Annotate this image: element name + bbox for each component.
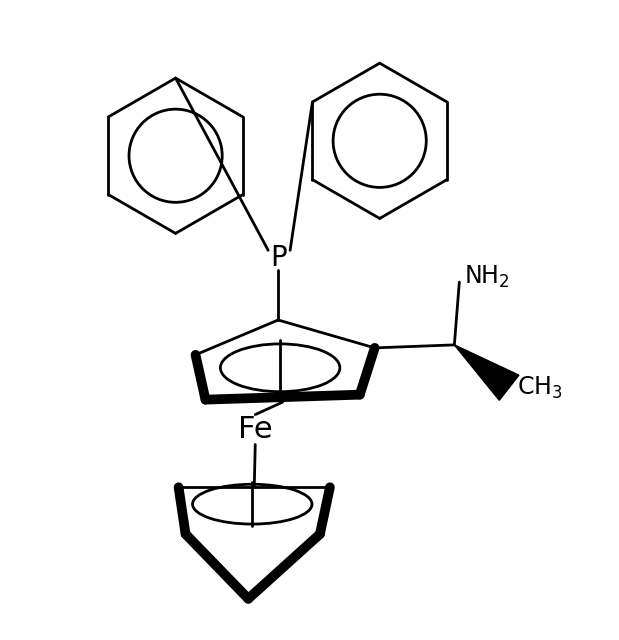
Text: P: P [270,244,287,272]
Text: CH$_3$: CH$_3$ [517,374,563,401]
Polygon shape [454,345,519,400]
Text: NH$_2$: NH$_2$ [464,264,510,291]
Text: Fe: Fe [238,415,272,444]
